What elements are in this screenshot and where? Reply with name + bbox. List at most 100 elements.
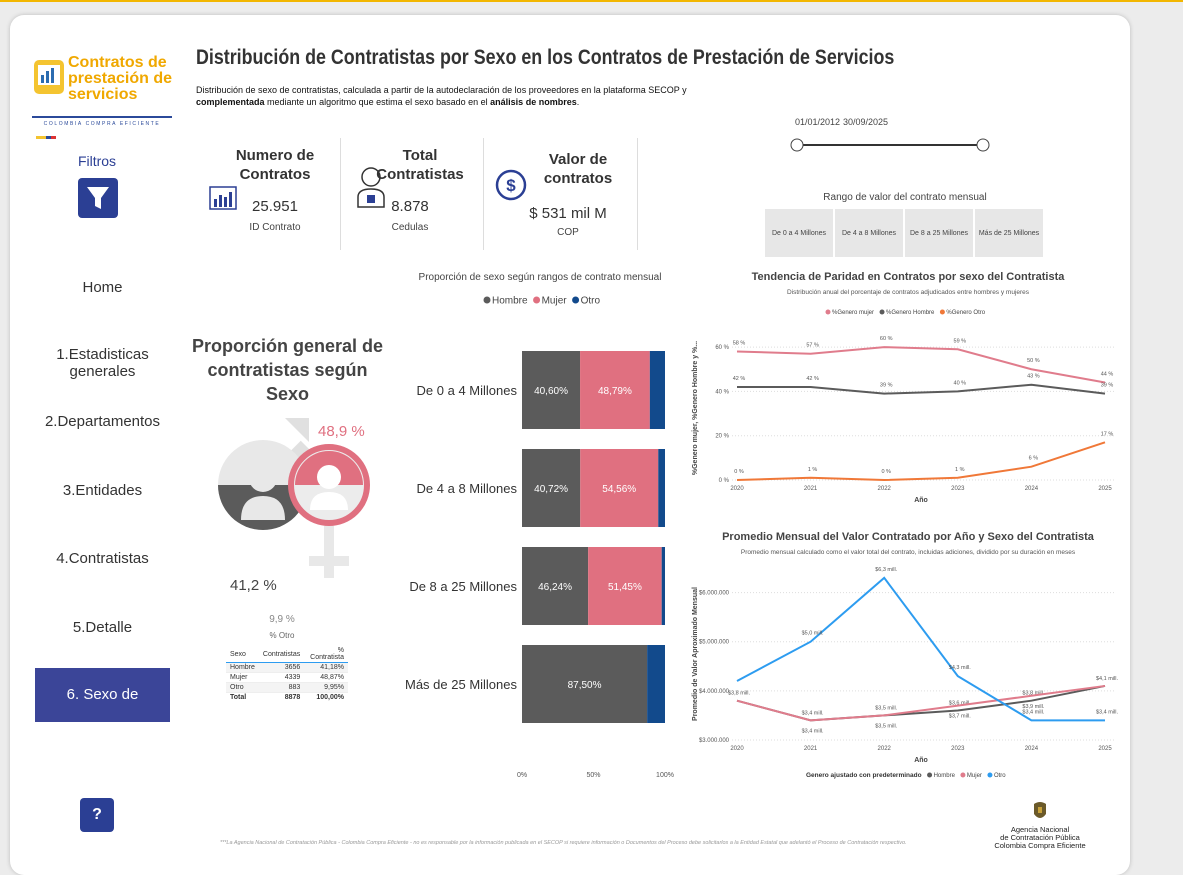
data-label: $3,8 mill.	[728, 691, 750, 697]
nav-item[interactable]: 6. Sexo de contratista	[35, 668, 170, 757]
x-tick-label: 2020	[730, 486, 744, 492]
table-cell: Hombre	[230, 664, 255, 671]
data-label: 59 %	[954, 338, 967, 344]
category-label: De 4 a 8 Millones	[417, 481, 518, 496]
legend-dot	[879, 309, 885, 315]
logo-subtitle: COLOMBIA COMPRA EFICIENTE	[43, 121, 161, 127]
bar-segment	[580, 351, 650, 429]
data-label: 1 %	[955, 467, 965, 473]
nav-item[interactable]: 5.Detalle	[72, 619, 133, 636]
agency-name: Agencia Nacional de Contratación Pública…	[965, 826, 1115, 850]
help-button[interactable]: ?	[80, 798, 114, 832]
range-option[interactable]: De 8 a 25 Millones	[905, 209, 973, 257]
table-cell: 8878	[284, 694, 301, 701]
table-total: Total 8878 100,00%	[226, 692, 348, 703]
chart-subtitle: Promedio mensual calculado como el valor…	[741, 549, 1076, 556]
table-cell: Mujer	[230, 674, 248, 681]
bar-segment	[522, 645, 648, 723]
legend-label: Otro	[994, 773, 1006, 779]
legend-label: Hombre	[934, 773, 956, 779]
sex-table: Sexo Contratistas % Contratista Hombre 3656…	[226, 646, 348, 702]
stacked-bar-chart: Proporción de sexo según rangos de contr…	[405, 272, 674, 779]
y-axis-label: Promedio de Valor Aproximado Mensual	[692, 587, 699, 721]
legend-label: %Genero mujer	[832, 310, 874, 316]
y-tick-label: 60 %	[715, 345, 729, 351]
bar-label: 40,72%	[534, 484, 568, 495]
other-label: % Otro	[269, 631, 295, 640]
nav-item[interactable]: Home	[82, 279, 123, 296]
kpi-divider	[483, 138, 484, 250]
average-line-chart: Promedio Mensual del Valor Contratado po…	[692, 531, 1118, 779]
footer-disclaimer: ***La Agencia Nacional de Contratación P…	[220, 840, 907, 846]
data-label: 42 %	[806, 376, 819, 382]
chart-title: Promedio Mensual del Valor Contratado po…	[722, 531, 1095, 543]
data-label: 43 %	[1027, 374, 1040, 380]
y-tick-label: $6.000.000	[699, 591, 730, 597]
logo-icon	[34, 60, 64, 94]
agency-line: Agencia Nacional	[1010, 825, 1070, 834]
series-line	[736, 441, 1106, 482]
proportion-title: Proporción general de contratistas según…	[191, 336, 384, 404]
dashboard-card	[10, 15, 1130, 875]
nav-item[interactable]: 1.Estadisticas generales	[56, 346, 149, 380]
kpi-icon	[357, 167, 385, 208]
data-label: 57 %	[806, 343, 819, 349]
data-label: $3,8 mill.	[1022, 691, 1044, 697]
legend-dot	[939, 309, 945, 315]
range-option[interactable]: De 0 a 4 Millones	[765, 209, 833, 257]
legend-label: Otro	[581, 296, 601, 307]
y-tick-label: 0 %	[719, 478, 730, 484]
kpi-icon: $	[495, 169, 527, 201]
kpi-title: Numero de Contratos	[235, 147, 315, 183]
data-label: $3,9 mill.	[1022, 704, 1044, 710]
x-tick-label: 2025	[1098, 486, 1112, 492]
kpi-caption: COP	[557, 227, 579, 238]
bar-label: 54,56%	[602, 484, 636, 495]
range-option[interactable]: Más de 25 Millones	[975, 209, 1043, 257]
x-tick-label: 0%	[517, 772, 527, 779]
subtitle-bold: complementada	[196, 97, 265, 107]
legend-label: Mujer	[542, 296, 568, 307]
page-title: Distribución de Contratistas por Sexo en…	[196, 46, 895, 69]
y-tick-label: $5.000.000	[699, 640, 730, 646]
data-label: $3,4 mill.	[802, 728, 824, 734]
x-tick-label: 2022	[878, 746, 892, 752]
data-label: $4,3 mill.	[949, 665, 971, 671]
legend-label: Hombre	[492, 296, 528, 307]
category-label: Más de 25 Millones	[405, 677, 517, 692]
kpi-value: 8.878	[391, 198, 429, 215]
data-label: 40 %	[954, 380, 967, 386]
x-tick-label: 2023	[951, 746, 965, 752]
table-row: Hombre 3656 41,18%	[226, 662, 348, 673]
table-cell: 100,00%	[316, 694, 344, 701]
x-tick-label: 2021	[804, 746, 818, 752]
data-label: 39 %	[1101, 383, 1114, 389]
legend-dot	[483, 296, 491, 304]
nav-item[interactable]: 4.Contratistas	[56, 550, 149, 567]
range-option[interactable]: De 4 a 8 Millones	[835, 209, 903, 257]
legend-dot	[825, 309, 831, 315]
table-cell: 883	[288, 684, 301, 691]
data-label: $3,5 mill.	[875, 723, 897, 729]
x-axis-label: Año	[914, 757, 928, 764]
data-label: $5,0 mill.	[802, 631, 824, 637]
filters-button[interactable]	[78, 178, 118, 218]
data-label: 42 %	[733, 376, 746, 382]
table-row: Otro 883 9,95%	[226, 682, 348, 693]
nav-item[interactable]: 3.Entidades	[62, 482, 143, 499]
date-end: 30/09/2025	[843, 117, 889, 127]
other-pct: 9,9 %	[269, 614, 295, 625]
x-tick-label: 100%	[656, 772, 674, 779]
kpi-divider	[637, 138, 638, 250]
table-cell: 3656	[284, 664, 301, 671]
x-tick-label: 2022	[878, 486, 892, 492]
kpi-value: 25.951	[252, 198, 298, 215]
y-tick-label: $3.000.000	[699, 738, 730, 744]
subtitle-bold: análisis de nombres	[490, 97, 577, 107]
y-axis-label: %Genero mujer, %Genero Hombre y %...	[692, 341, 699, 475]
bar-segment	[522, 449, 581, 527]
data-label: 60 %	[880, 336, 893, 342]
date-slider[interactable]	[788, 136, 993, 154]
nav-item[interactable]: 2.Departamentos	[44, 413, 161, 430]
